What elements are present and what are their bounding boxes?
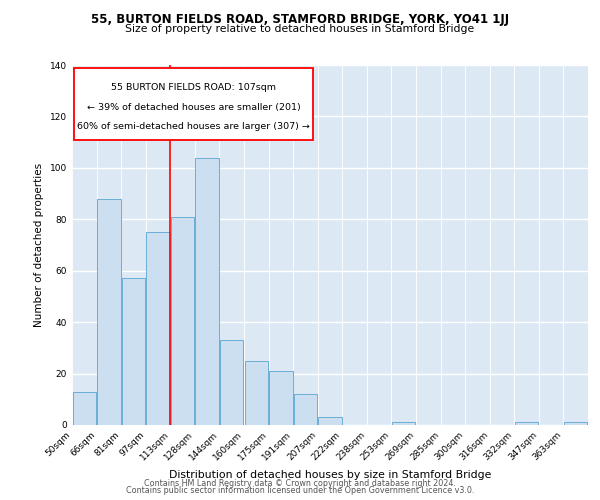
Bar — [73, 392, 96, 425]
Text: 60% of semi-detached houses are larger (307) →: 60% of semi-detached houses are larger (… — [77, 122, 310, 131]
Bar — [122, 278, 145, 425]
Bar — [245, 360, 268, 425]
Text: ← 39% of detached houses are smaller (201): ← 39% of detached houses are smaller (20… — [86, 102, 300, 112]
Text: Size of property relative to detached houses in Stamford Bridge: Size of property relative to detached ho… — [125, 24, 475, 34]
Bar — [146, 232, 170, 425]
Bar — [97, 198, 121, 425]
Bar — [196, 158, 219, 425]
Bar — [319, 418, 341, 425]
Bar — [564, 422, 587, 425]
Text: 55, BURTON FIELDS ROAD, STAMFORD BRIDGE, YORK, YO41 1JJ: 55, BURTON FIELDS ROAD, STAMFORD BRIDGE,… — [91, 12, 509, 26]
Bar — [171, 216, 194, 425]
Bar — [220, 340, 244, 425]
Y-axis label: Number of detached properties: Number of detached properties — [34, 163, 44, 327]
Text: 55 BURTON FIELDS ROAD: 107sqm: 55 BURTON FIELDS ROAD: 107sqm — [111, 83, 276, 92]
Bar — [515, 422, 538, 425]
Bar — [392, 422, 415, 425]
Text: Contains public sector information licensed under the Open Government Licence v3: Contains public sector information licen… — [126, 486, 474, 495]
X-axis label: Distribution of detached houses by size in Stamford Bridge: Distribution of detached houses by size … — [169, 470, 491, 480]
FancyBboxPatch shape — [74, 68, 313, 140]
Bar — [269, 371, 293, 425]
Bar — [294, 394, 317, 425]
Text: Contains HM Land Registry data © Crown copyright and database right 2024.: Contains HM Land Registry data © Crown c… — [144, 478, 456, 488]
